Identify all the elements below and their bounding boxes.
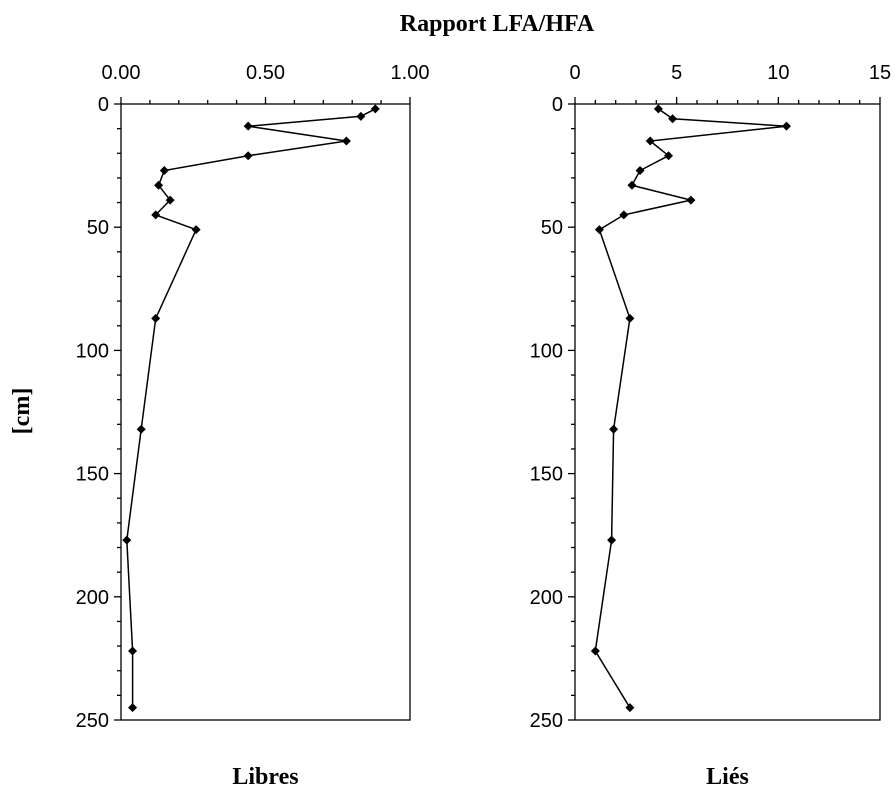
y-tick-label: 50 [87,217,109,239]
data-point [128,703,138,713]
y-tick-label: 200 [530,587,563,609]
data-point [653,104,663,114]
data-point [356,111,366,121]
y-tick-label: 150 [530,464,563,486]
plot-frame [574,103,881,721]
data-point [191,225,201,235]
x-tick-label: 10 [767,62,789,84]
y-tick-label: 250 [76,710,109,732]
y-tick-label: 0 [552,94,563,116]
panel-name: Libres [232,764,298,790]
plot-frame [120,103,411,721]
data-point [165,195,175,205]
data-point [159,166,169,176]
x-tick-label: 0 [569,62,580,84]
data-point [243,151,253,161]
series-line [126,108,376,708]
y-tick-label: 50 [541,217,563,239]
data-point [370,104,380,114]
data-point [645,136,655,146]
data-point [664,151,674,161]
data-point [151,210,161,220]
data-point [128,646,138,656]
data-point [668,114,678,124]
data-point [627,180,637,190]
data-point [136,424,146,434]
x-tick-label: 1.00 [391,62,430,84]
x-tick-label: 5 [671,62,682,84]
data-point [154,180,164,190]
data-point [781,121,791,131]
y-tick-label: 100 [76,340,109,362]
y-axis-label: [cm] [9,388,35,435]
panel-1: 0 50 100 150 200 250 0 5 10 15 Liés [530,62,892,790]
y-tick-label: 100 [530,340,563,362]
x-tick-label: 0.50 [246,62,285,84]
data-point [609,424,619,434]
y-tick-label: 0 [98,94,109,116]
data-point [243,121,253,131]
data-point [686,195,696,205]
y-tick-label: 200 [76,587,109,609]
data-point [341,136,351,146]
panel-name: Liés [706,764,749,790]
x-tick-label: 0.00 [102,62,141,84]
data-point [122,535,132,545]
data-point [590,646,600,656]
panel-0: 0 50 100 150 200 250 0.00 0.50 1.00 Libres [76,62,430,790]
data-point [635,166,645,176]
data-point [607,535,617,545]
data-point [625,313,635,323]
data-point [594,225,604,235]
y-tick-label: 250 [530,710,563,732]
x-tick-label: 15 [869,62,891,84]
data-point [625,703,635,713]
data-point [151,313,161,323]
y-tick-label: 150 [76,464,109,486]
chart-title: Rapport LFA/HFA [400,11,595,37]
data-point [619,210,629,220]
